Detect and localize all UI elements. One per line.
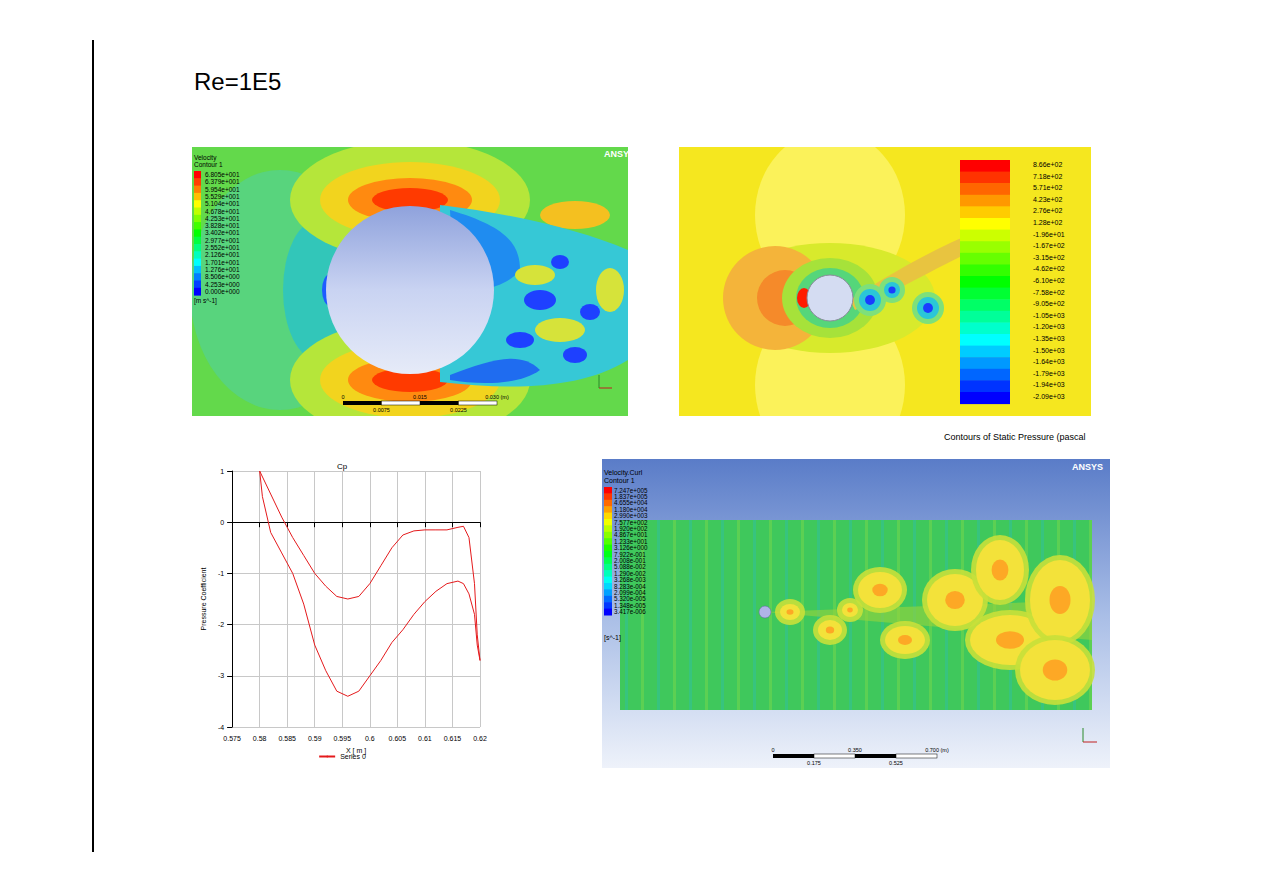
svg-text:1.290e-002: 1.290e-002 xyxy=(614,569,646,577)
svg-text:5.088e-002: 5.088e-002 xyxy=(614,563,646,571)
svg-text:5.104e+001: 5.104e+001 xyxy=(205,200,240,207)
svg-text:6.805e+001: 6.805e+001 xyxy=(205,171,240,178)
svg-text:3.417e-006: 3.417e-006 xyxy=(614,608,646,615)
svg-text:Cp: Cp xyxy=(337,462,348,471)
svg-text:4.867e+001: 4.867e+001 xyxy=(614,531,648,539)
svg-text:4.678e+001: 4.678e+001 xyxy=(205,208,240,215)
svg-text:1.920e+002: 1.920e+002 xyxy=(614,524,648,532)
svg-text:2.977e+001: 2.977e+001 xyxy=(205,237,240,244)
svg-text:-1.94e+03: -1.94e+03 xyxy=(1033,381,1065,388)
svg-text:-6.10e+02: -6.10e+02 xyxy=(1033,277,1065,284)
svg-text:1: 1 xyxy=(220,468,224,475)
svg-text:8.283e-004: 8.283e-004 xyxy=(614,582,646,590)
svg-text:-2.09e+03: -2.09e+03 xyxy=(1033,393,1065,400)
svg-text:7.247e+005: 7.247e+005 xyxy=(614,486,648,494)
svg-text:1.276e+001: 1.276e+001 xyxy=(205,266,240,273)
svg-text:Contour 1: Contour 1 xyxy=(604,477,635,484)
svg-text:0: 0 xyxy=(220,519,224,526)
svg-text:-4.62e+02: -4.62e+02 xyxy=(1033,265,1065,272)
svg-text:Contour 1: Contour 1 xyxy=(194,161,223,168)
svg-text:2.990e+003: 2.990e+003 xyxy=(614,512,648,520)
svg-text:2.76e+02: 2.76e+02 xyxy=(1033,207,1062,214)
svg-text:2.099e-004: 2.099e-004 xyxy=(614,588,646,596)
svg-text:7.577e+002: 7.577e+002 xyxy=(614,518,648,526)
svg-text:6.379e+001: 6.379e+001 xyxy=(205,178,240,185)
svg-text:0.595: 0.595 xyxy=(334,735,352,742)
svg-text:-1.96e+01: -1.96e+01 xyxy=(1033,231,1065,238)
svg-text:2.008e-001: 2.008e-001 xyxy=(614,556,646,564)
svg-text:Series 0: Series 0 xyxy=(340,753,366,760)
svg-text:ANSYS: ANSYS xyxy=(604,149,635,159)
svg-text:7.922e-001: 7.922e-001 xyxy=(614,550,646,558)
svg-text:5.71e+02: 5.71e+02 xyxy=(1033,184,1062,191)
svg-text:1.837e+005: 1.837e+005 xyxy=(614,492,648,500)
svg-text:0.59: 0.59 xyxy=(308,735,322,742)
svg-text:1.233e+001: 1.233e+001 xyxy=(614,537,648,545)
svg-text:0.525: 0.525 xyxy=(889,760,903,766)
svg-text:0.015: 0.015 xyxy=(413,394,427,400)
svg-text:4.253e+001: 4.253e+001 xyxy=(205,215,240,222)
svg-text:0.700 (m): 0.700 (m) xyxy=(925,747,949,753)
svg-text:-1.35e+03: -1.35e+03 xyxy=(1033,335,1065,342)
svg-text:1.180e+004: 1.180e+004 xyxy=(614,505,648,513)
svg-text:1.348e-005: 1.348e-005 xyxy=(614,601,646,609)
svg-text:Contours of Static Pressure (p: Contours of Static Pressure (pascal xyxy=(944,432,1086,442)
svg-text:ANSYS: ANSYS xyxy=(1072,462,1103,472)
svg-text:-1.67e+02: -1.67e+02 xyxy=(1033,242,1065,249)
svg-text:0.62: 0.62 xyxy=(473,735,487,742)
svg-text:0: 0 xyxy=(771,747,774,753)
svg-text:-1: -1 xyxy=(218,570,224,577)
svg-text:-3.15e+02: -3.15e+02 xyxy=(1033,254,1065,261)
svg-text:4.655e+004: 4.655e+004 xyxy=(614,499,648,507)
svg-text:5.320e-005: 5.320e-005 xyxy=(614,595,646,603)
svg-text:-2: -2 xyxy=(218,621,224,628)
svg-text:2.126e+001: 2.126e+001 xyxy=(205,251,240,258)
svg-text:-9.05e+02: -9.05e+02 xyxy=(1033,300,1065,307)
svg-text:[s^-1]: [s^-1] xyxy=(604,634,621,642)
svg-text:-1.79e+03: -1.79e+03 xyxy=(1033,370,1065,377)
svg-text:0.0225: 0.0225 xyxy=(450,407,467,413)
svg-text:-1.50e+03: -1.50e+03 xyxy=(1033,347,1065,354)
svg-text:0.350: 0.350 xyxy=(848,747,862,753)
svg-text:2.552e+001: 2.552e+001 xyxy=(205,244,240,251)
svg-text:0.58: 0.58 xyxy=(253,735,267,742)
svg-text:0.175: 0.175 xyxy=(807,760,821,766)
svg-text:0.615: 0.615 xyxy=(444,735,462,742)
svg-text:-4: -4 xyxy=(218,724,224,731)
svg-text:3.828e+001: 3.828e+001 xyxy=(205,222,240,229)
svg-text:0.61: 0.61 xyxy=(418,735,432,742)
svg-text:4.253e+000: 4.253e+000 xyxy=(205,281,240,288)
svg-text:-7.58e+02: -7.58e+02 xyxy=(1033,289,1065,296)
svg-text:3.402e+001: 3.402e+001 xyxy=(205,229,240,236)
svg-text:-1.05e+03: -1.05e+03 xyxy=(1033,312,1065,319)
svg-text:0.585: 0.585 xyxy=(278,735,296,742)
svg-text:1.701e+001: 1.701e+001 xyxy=(205,259,240,266)
svg-text:Re=1E5: Re=1E5 xyxy=(194,68,281,95)
svg-text:3.126e+000: 3.126e+000 xyxy=(614,544,648,552)
svg-text:4.23e+02: 4.23e+02 xyxy=(1033,196,1062,203)
svg-text:8.506e+000: 8.506e+000 xyxy=(205,273,240,280)
svg-text:0.0075: 0.0075 xyxy=(373,407,390,413)
svg-text:0.575: 0.575 xyxy=(223,735,241,742)
svg-text:3.268e-003: 3.268e-003 xyxy=(614,576,646,584)
svg-text:-1.64e+03: -1.64e+03 xyxy=(1033,358,1065,365)
svg-text:Velocity: Velocity xyxy=(194,154,217,161)
svg-text:-1.20e+03: -1.20e+03 xyxy=(1033,323,1065,330)
svg-text:0.030 (m): 0.030 (m) xyxy=(485,394,509,400)
svg-text:1.28e+02: 1.28e+02 xyxy=(1033,219,1062,226)
svg-text:0.6: 0.6 xyxy=(365,735,375,742)
svg-text:8.66e+02: 8.66e+02 xyxy=(1033,161,1062,168)
svg-text:0: 0 xyxy=(341,394,344,400)
svg-text:Pressure Coefficient: Pressure Coefficient xyxy=(200,567,207,630)
svg-text:0.000e+000: 0.000e+000 xyxy=(205,288,240,295)
svg-text:5.529e+001: 5.529e+001 xyxy=(205,193,240,200)
svg-text:Velocity.Curl: Velocity.Curl xyxy=(604,469,643,477)
svg-text:[m s^-1]: [m s^-1] xyxy=(194,297,217,305)
svg-text:-3: -3 xyxy=(218,672,224,679)
svg-text:5.954e+001: 5.954e+001 xyxy=(205,186,240,193)
svg-text:0.605: 0.605 xyxy=(389,735,407,742)
svg-text:X [ m ]: X [ m ] xyxy=(345,746,367,754)
svg-text:7.18e+02: 7.18e+02 xyxy=(1033,173,1062,180)
